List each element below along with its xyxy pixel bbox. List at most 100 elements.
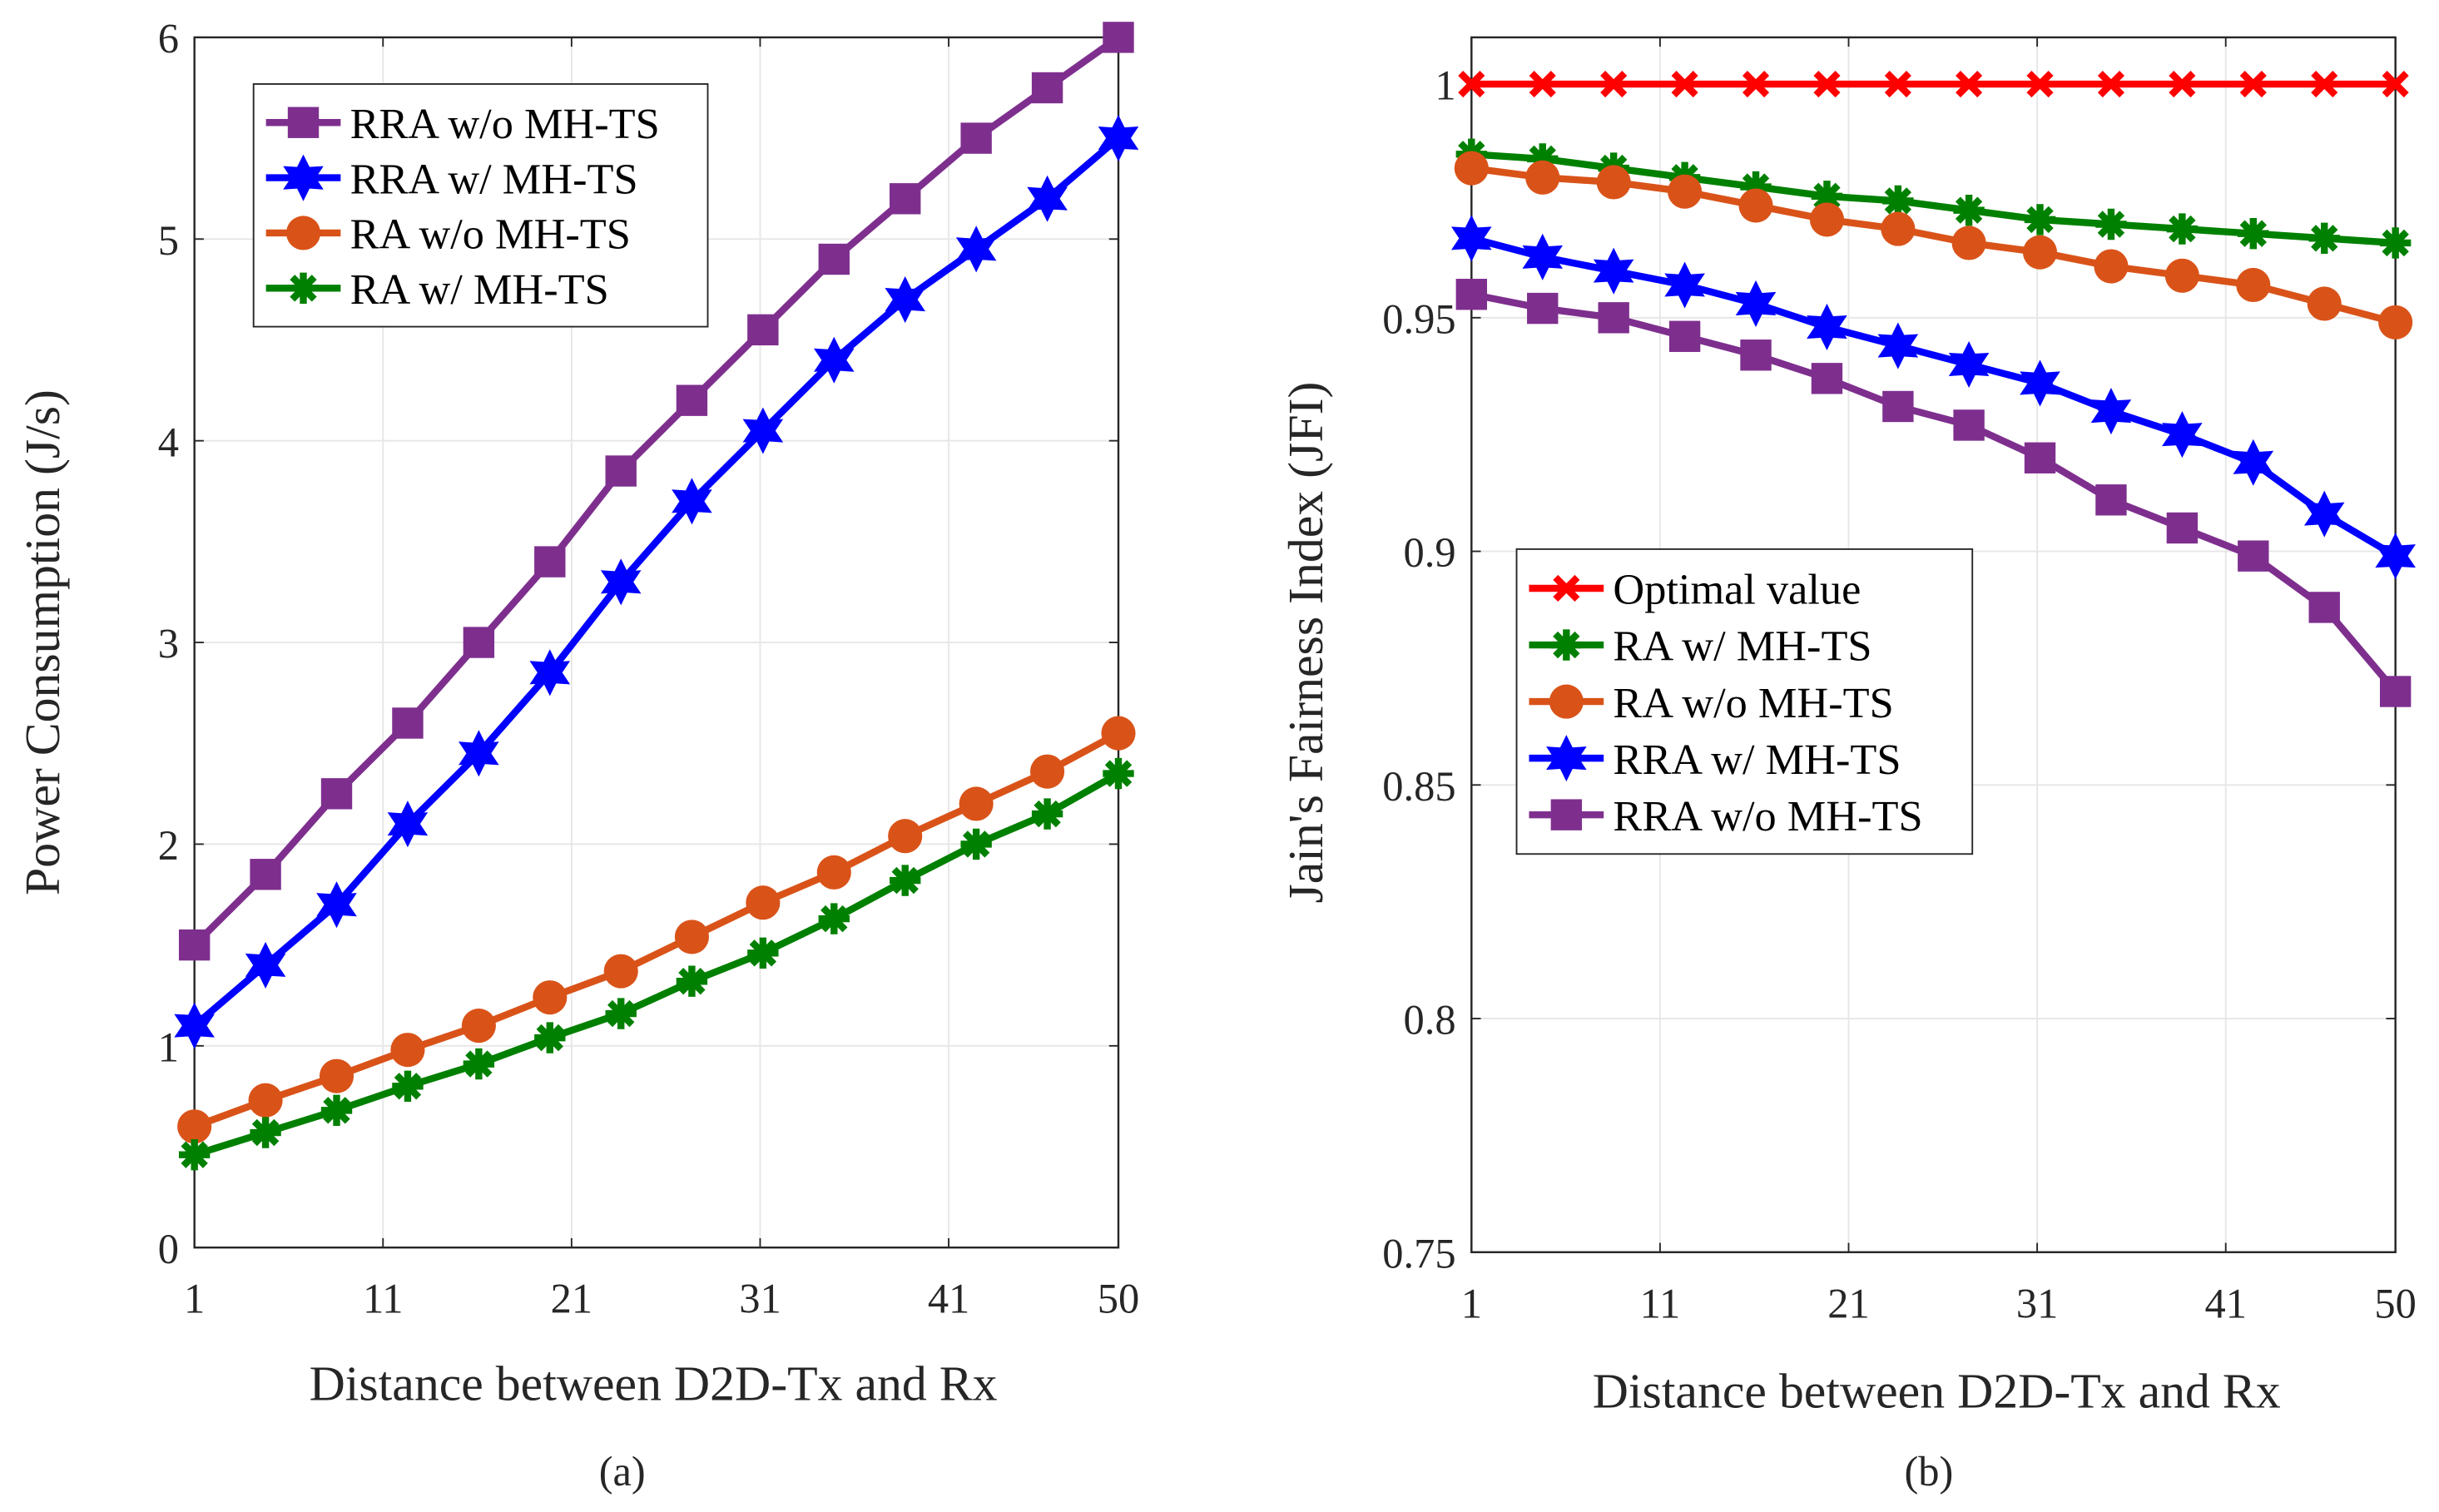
legend-label: RRA w/o MH-TS <box>350 100 660 148</box>
data-point <box>2303 490 2345 538</box>
data-point <box>1031 72 1063 104</box>
hexagram-marker <box>742 407 784 454</box>
data-point <box>534 546 566 578</box>
data-point <box>1030 754 1065 789</box>
hexagram-marker <box>2090 388 2132 435</box>
x-marker <box>2239 70 2267 98</box>
data-point <box>463 1048 495 1080</box>
hexagram-marker <box>2303 490 2345 538</box>
legend: Optimal value RA w/ MH-TS RA w/o MH-TS RRA … <box>1515 548 1974 855</box>
legend-item: RRA w/ MH-TS <box>1529 735 1901 784</box>
data-point <box>1877 322 1919 369</box>
data-point <box>2095 484 2127 516</box>
data-point <box>1956 70 1983 98</box>
square-marker <box>1740 340 1772 371</box>
data-point <box>2379 227 2412 259</box>
square-marker <box>1953 409 1985 441</box>
legend-marker <box>285 216 321 250</box>
asterisk-marker <box>2379 227 2412 259</box>
data-point <box>2166 512 2199 544</box>
data-point <box>178 929 211 961</box>
asterisk-marker <box>1882 185 1914 217</box>
legend-item: RRA w/ MH-TS <box>265 154 638 203</box>
data-point <box>461 1009 496 1044</box>
data-point <box>885 276 926 324</box>
data-point <box>1953 194 1985 226</box>
hexagram-marker <box>316 881 357 929</box>
square-marker <box>2379 676 2412 707</box>
data-point <box>1103 22 1134 53</box>
x-tick-label: 41 <box>928 1276 969 1322</box>
data-point <box>2090 388 2132 435</box>
square-marker <box>320 778 353 810</box>
x-tick-label: 41 <box>2204 1280 2246 1326</box>
hexagram-marker <box>1807 303 1847 350</box>
circle-marker <box>248 1083 283 1118</box>
data-point <box>1454 151 1489 186</box>
data-point <box>1031 798 1063 830</box>
legend-label: RA w/ MH-TS <box>1613 622 1871 671</box>
y-axis-label: Power Consumption (J/s) <box>15 389 70 895</box>
data-point <box>529 649 571 697</box>
data-point <box>316 881 357 929</box>
legend-label: RRA w/ MH-TS <box>350 155 638 203</box>
data-point <box>1527 143 1559 175</box>
hexagram-marker <box>600 558 642 606</box>
data-point <box>1809 202 1845 237</box>
data-point <box>747 937 779 969</box>
square-marker <box>2166 512 2199 544</box>
legend-item: RA w/ MH-TS <box>265 265 609 314</box>
data-point <box>888 819 923 854</box>
data-point <box>250 1117 281 1148</box>
square-marker <box>1550 799 1583 830</box>
x-tick-label: 21 <box>1827 1280 1869 1326</box>
data-point <box>1742 70 1770 98</box>
circle-marker <box>390 1033 425 1068</box>
data-point <box>1884 70 1911 98</box>
asterisk-marker <box>178 1138 211 1171</box>
data-point <box>2308 222 2340 255</box>
hexagram-marker <box>1546 735 1587 782</box>
square-marker <box>287 107 320 138</box>
data-point <box>1098 114 1139 162</box>
data-point <box>392 707 424 739</box>
square-marker <box>178 929 211 961</box>
data-point <box>1596 165 1631 200</box>
legend-label: RA w/o MH-TS <box>350 211 631 259</box>
legend-item: RRA w/o MH-TS <box>265 100 660 148</box>
data-point <box>245 941 286 989</box>
x-marker <box>1742 70 1770 98</box>
caption: (b) <box>1904 1448 1953 1495</box>
data-point <box>534 1022 566 1053</box>
square-marker <box>605 455 637 487</box>
hexagram-marker <box>387 801 429 848</box>
data-point <box>178 1138 211 1171</box>
data-point <box>1451 215 1492 262</box>
circle-marker <box>1809 202 1845 237</box>
data-point <box>2375 533 2416 580</box>
data-point <box>603 954 638 989</box>
y-tick-label: 0.9 <box>1404 529 1456 576</box>
asterisk-marker <box>605 998 637 1029</box>
data-point <box>2379 676 2412 707</box>
y-tick-label: 5 <box>158 217 179 264</box>
asterisk-marker <box>320 1094 353 1127</box>
x-marker <box>1671 70 1698 98</box>
square-marker <box>392 707 424 739</box>
data-point <box>955 226 997 273</box>
series-rra-w-o-mh-ts <box>178 22 1134 961</box>
data-point <box>2095 208 2127 240</box>
data-point <box>1813 70 1841 98</box>
data-point <box>605 998 637 1029</box>
hexagram-marker <box>1948 340 1990 389</box>
y-tick-label: 0 <box>158 1226 179 1272</box>
hexagram-marker <box>529 649 571 697</box>
data-point <box>1455 279 1488 310</box>
square-marker <box>463 627 495 658</box>
data-point <box>320 1094 353 1127</box>
series-rra-w-o-mh-ts <box>1455 279 2412 707</box>
hexagram-marker <box>955 226 997 273</box>
circle-marker <box>1596 165 1631 200</box>
